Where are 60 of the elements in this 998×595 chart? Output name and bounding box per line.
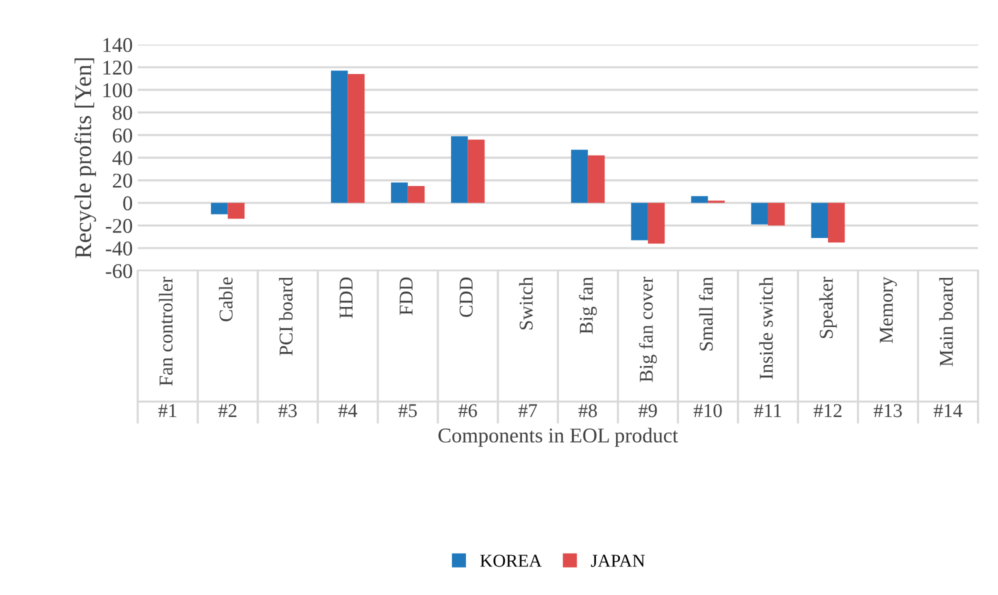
- y-tick-label: 20: [112, 174, 132, 188]
- y-tick-label: 100: [103, 83, 132, 98]
- bar: [348, 74, 365, 203]
- legend-label: JAPAN: [591, 554, 645, 567]
- y-tick-label: 120: [103, 60, 132, 75]
- x-tick-label: FDD: [400, 277, 413, 316]
- x-axis-title: Components in EOL product: [438, 428, 678, 447]
- x-tick-label: Main board: [939, 276, 953, 366]
- bar: [648, 202, 665, 244]
- x-tick-label: Speaker: [819, 276, 837, 338]
- bar: [828, 202, 845, 242]
- bar: [768, 202, 785, 226]
- bar: [210, 202, 228, 214]
- text: #2: [218, 404, 236, 418]
- text: #3: [278, 404, 297, 418]
- x-tick-label: HDD: [340, 277, 353, 318]
- y-tick-label: 40: [112, 151, 132, 166]
- text: #7: [518, 404, 538, 418]
- text: #14: [934, 404, 962, 418]
- text: #12: [814, 404, 842, 418]
- text: #8: [578, 404, 597, 418]
- text: #13: [874, 404, 902, 418]
- text: #4: [338, 404, 358, 418]
- bar: [588, 155, 605, 203]
- bar: [330, 70, 348, 203]
- bar: [751, 202, 768, 224]
- text: #6: [458, 404, 477, 418]
- x-tick-label: CDD: [460, 277, 473, 317]
- bar: [468, 140, 485, 203]
- text: #11: [754, 404, 782, 418]
- x-tick-label: PCI board: [278, 276, 293, 356]
- x-tick-label: Memory: [880, 276, 897, 344]
- x-tick-label: Fan controller: [158, 276, 173, 386]
- bar: [811, 202, 828, 238]
- y-tick-label: -40: [106, 241, 132, 256]
- text: #1: [158, 404, 176, 418]
- bar: [691, 196, 708, 203]
- y-tick-label: 60: [112, 128, 132, 142]
- x-tick-label: Big fan: [578, 276, 597, 334]
- bar: [631, 202, 648, 240]
- text: #9: [638, 404, 657, 418]
- bar: [408, 186, 425, 203]
- bar: [391, 182, 408, 203]
- y-tick-label: -60: [106, 264, 132, 278]
- y-tick-label: -20: [106, 218, 132, 233]
- text: #10: [694, 404, 722, 418]
- bar: [571, 150, 588, 203]
- text: #5: [398, 404, 417, 418]
- y-tick-label: 0: [123, 196, 132, 210]
- bar: [228, 202, 245, 219]
- bar: [451, 136, 468, 203]
- y-axis-title: Recycle profits [Yen]: [74, 58, 96, 258]
- x-tick-label: Cable: [218, 277, 233, 322]
- x-tick-label: Switch: [519, 276, 533, 330]
- x-tick-label: Inside switch: [759, 276, 773, 380]
- x-tick-label: Big fan cover: [638, 276, 657, 382]
- y-tick-label: 80: [112, 106, 132, 120]
- legend-label: KOREA: [480, 554, 542, 567]
- y-tick-label: 140: [103, 38, 132, 52]
- x-tick-label: Small fan: [698, 276, 713, 350]
